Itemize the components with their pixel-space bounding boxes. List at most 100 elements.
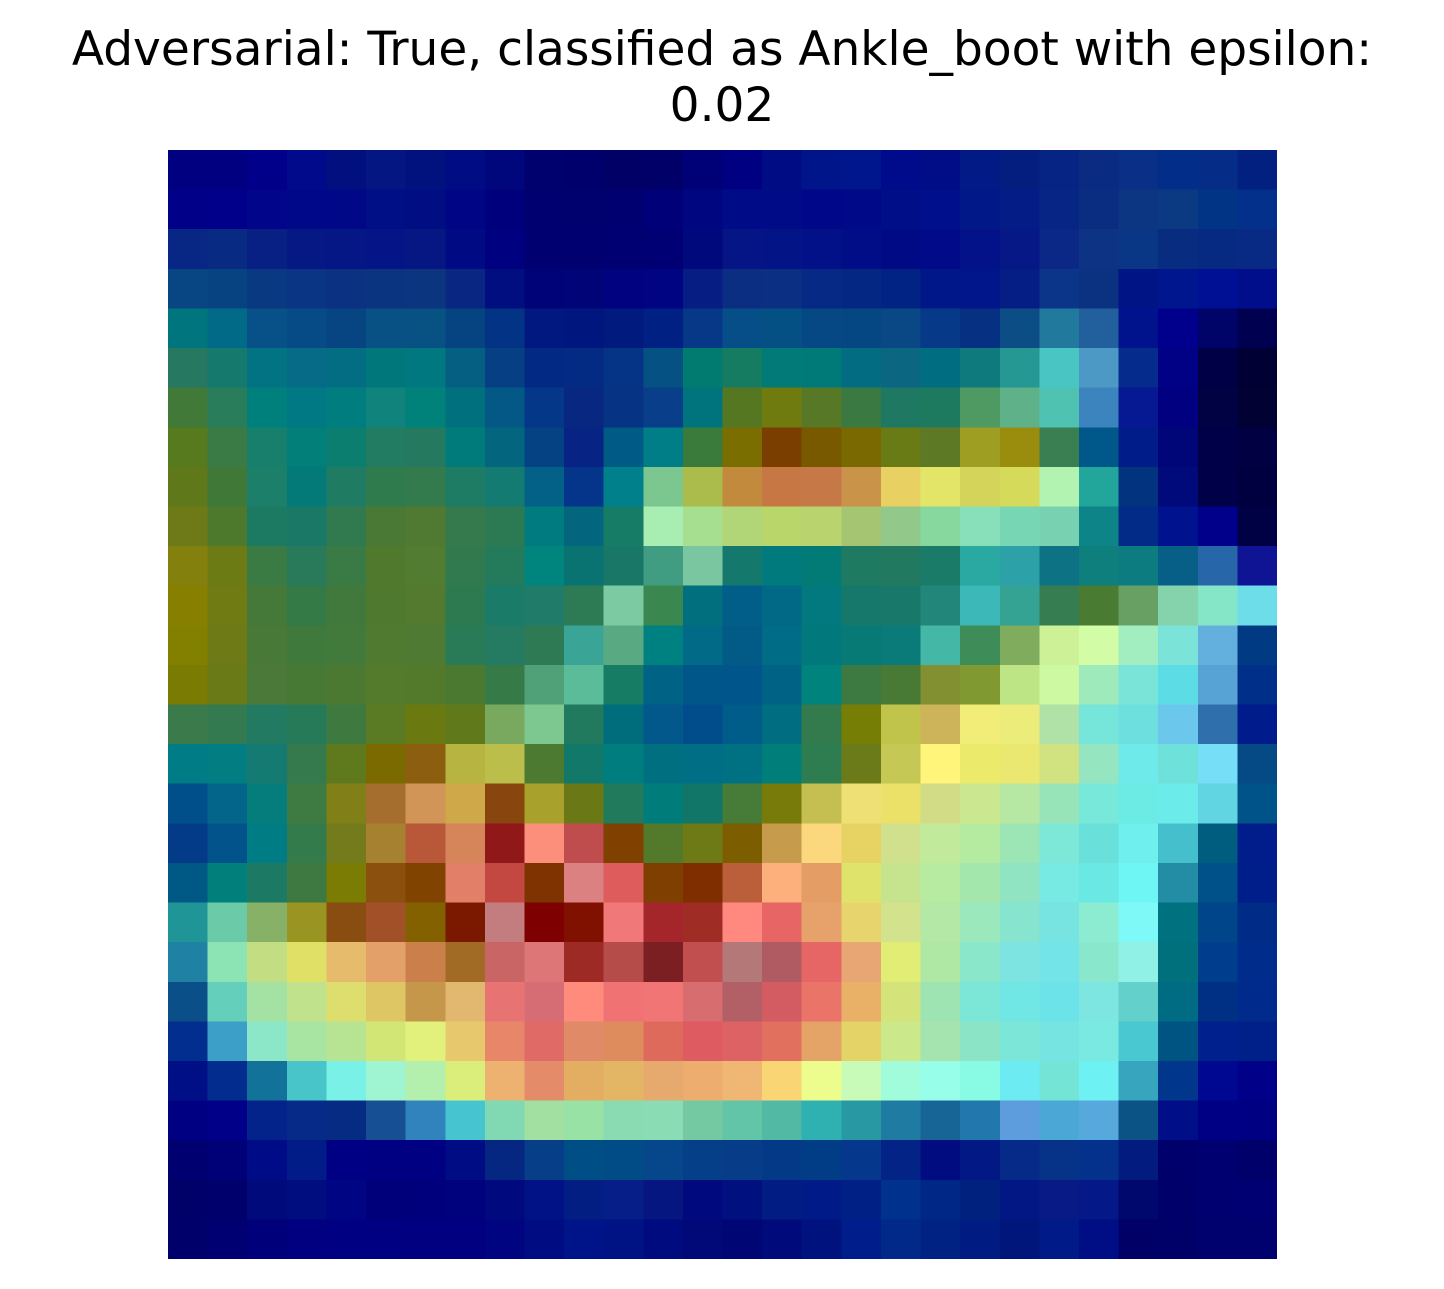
pixel-cell [1118, 664, 1159, 706]
pixel-cell [841, 1060, 882, 1102]
pixel-cell [1039, 1060, 1080, 1102]
pixel-cell [524, 902, 565, 943]
pixel-cell [564, 585, 605, 627]
pixel-cell [643, 229, 684, 270]
pixel-cell [801, 546, 843, 587]
pixel-cell [603, 1179, 645, 1221]
pixel-cell [1197, 664, 1239, 706]
pixel-cell [920, 783, 961, 825]
pixel-cell [326, 466, 367, 508]
pixel-cell [1118, 625, 1159, 666]
pixel-cell [286, 902, 328, 943]
pixel-cell [920, 546, 961, 587]
pixel-cell [564, 1100, 605, 1141]
pixel-cell [920, 902, 961, 943]
pixel-cell [1078, 664, 1120, 706]
pixel-cell [286, 942, 328, 983]
pixel-cell [682, 744, 724, 785]
pixel-cell [880, 862, 922, 904]
pixel-cell [326, 625, 367, 666]
pixel-cell [722, 1219, 763, 1259]
pixel-cell [366, 1021, 407, 1062]
pixel-cell [1078, 981, 1120, 1023]
pixel-cell [564, 1179, 605, 1221]
pixel-cell [722, 704, 763, 745]
pixel-cell [841, 1100, 882, 1141]
pixel-cell [880, 585, 922, 627]
pixel-cell [326, 348, 367, 389]
pixel-cell [603, 1219, 645, 1259]
pixel-cell [1078, 387, 1120, 429]
pixel-cell [1039, 1100, 1080, 1141]
pixel-cell [880, 783, 922, 825]
pixel-cell [326, 1060, 367, 1102]
pixel-cell [366, 1219, 407, 1259]
pixel-cell [643, 1060, 684, 1102]
pixel-cell [762, 387, 803, 429]
pixel-cell [762, 942, 803, 983]
pixel-cell [247, 308, 288, 349]
pixel-cell [603, 229, 645, 270]
pixel-cell [1197, 902, 1239, 943]
pixel-cell [682, 189, 724, 231]
pixel-cell [1118, 585, 1159, 627]
pixel-cell [247, 981, 288, 1023]
pixel-cell [524, 506, 565, 547]
pixel-cell [801, 348, 843, 389]
pixel-cell [880, 823, 922, 864]
pixel-cell [999, 625, 1041, 666]
pixel-cell [762, 150, 803, 191]
pixel-cell [722, 150, 763, 191]
pixel-cell [841, 189, 882, 231]
pixel-cell [999, 189, 1041, 231]
pixel-cell [524, 625, 565, 666]
pixel-cell [603, 862, 645, 904]
pixel-cell [326, 744, 367, 785]
pixel-cell [405, 1100, 447, 1141]
pixel-cell [524, 1100, 565, 1141]
pixel-cell [1197, 942, 1239, 983]
pixel-cell [603, 268, 645, 310]
pixel-cell [1158, 823, 1199, 864]
pixel-cell [524, 308, 565, 349]
pixel-cell [1039, 625, 1080, 666]
pixel-cell [286, 585, 328, 627]
pixel-cell [326, 823, 367, 864]
pixel-cell [603, 546, 645, 587]
pixel-cell [682, 387, 724, 429]
pixel-cell [999, 942, 1041, 983]
pixel-cell [801, 466, 843, 508]
pixel-cell [682, 942, 724, 983]
pixel-cell [484, 942, 526, 983]
pixel-cell [484, 308, 526, 349]
pixel-cell [603, 1021, 645, 1062]
pixel-cell [841, 268, 882, 310]
pixel-cell [682, 1219, 724, 1259]
pixel-cell [1039, 942, 1080, 983]
pixel-cell [1039, 150, 1080, 191]
pixel-cell [564, 229, 605, 270]
pixel-cell [326, 546, 367, 587]
pixel-cell [1039, 229, 1080, 270]
pixel-cell [603, 783, 645, 825]
pixel-cell [1197, 348, 1239, 389]
pixel-cell [366, 664, 407, 706]
pixel-cell [1078, 625, 1120, 666]
pixel-cell [960, 546, 1001, 587]
pixel-cell [880, 902, 922, 943]
pixel-cell [999, 664, 1041, 706]
pixel-cell [841, 664, 882, 706]
pixel-cell [603, 823, 645, 864]
pixel-cell [762, 1140, 803, 1181]
pixel-cell [603, 150, 645, 191]
pixel-cell [801, 1140, 843, 1181]
pixel-cell [920, 268, 961, 310]
pixel-cell [603, 942, 645, 983]
pixel-cell [682, 862, 724, 904]
pixel-cell [841, 942, 882, 983]
pixel-cell [960, 625, 1001, 666]
pixel-cell [445, 308, 486, 349]
pixel-cell [366, 744, 407, 785]
pixel-cell [207, 783, 249, 825]
pixel-cell [445, 704, 486, 745]
